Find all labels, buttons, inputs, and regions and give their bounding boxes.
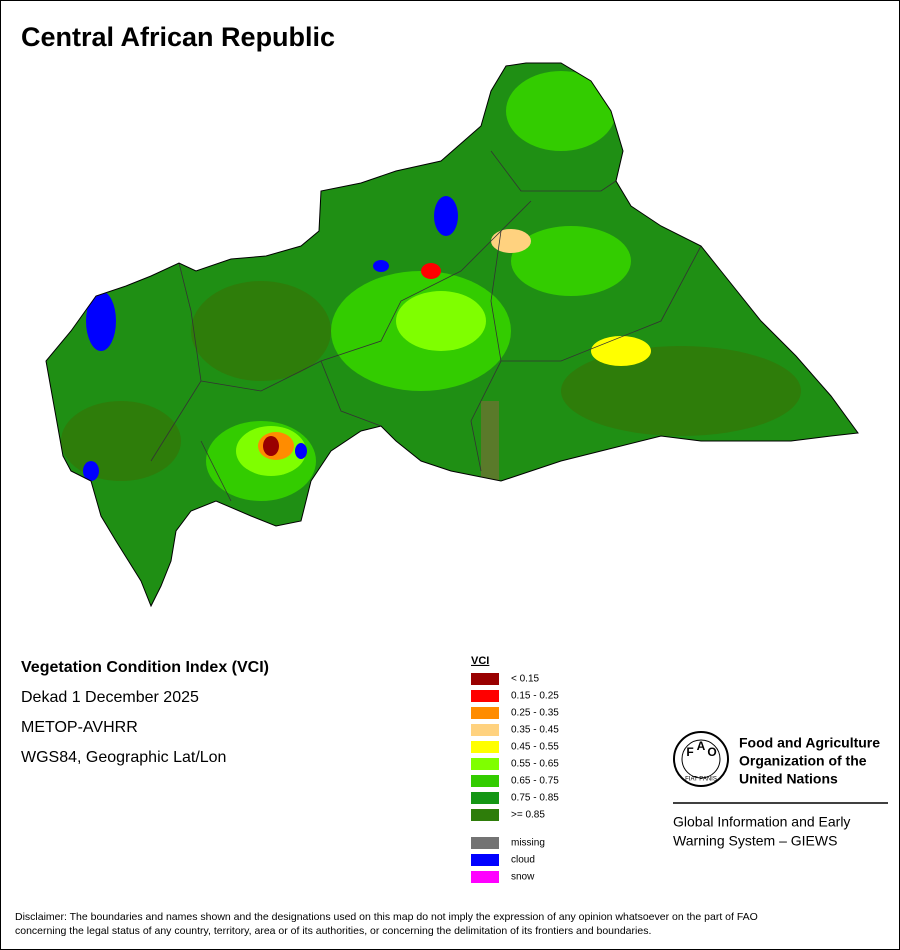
disclaimer: concerning the legal status of any count… [15,925,651,937]
info-line: Dekad 1 December 2025 [21,689,199,706]
legend-label: 0.45 - 0.55 [511,742,559,753]
legend-swatch [471,758,499,770]
legend-label: < 0.15 [511,674,540,685]
emblem-letter: A [697,739,706,753]
fao-logo: F A O FIAT PANIS Food and Agriculture Or… [673,731,888,849]
emblem-motto: FIAT PANIS [685,777,717,783]
map-title: Central African Republic [21,22,335,52]
legend-swatch [471,871,499,883]
country-map [45,62,859,608]
legend-swatch [471,837,499,849]
emblem-letter: F [686,745,693,759]
info-line: METOP-AVHRR [21,719,138,736]
org-name: Organization of the [739,753,867,769]
legend-label: 0.65 - 0.75 [511,776,559,787]
system-name: Warning System – GIEWS [673,833,837,849]
legend-label: 0.15 - 0.25 [511,691,559,702]
legend-label: missing [511,838,545,849]
info-line: WGS84, Geographic Lat/Lon [21,749,226,766]
legend-swatch [471,775,499,787]
legend: < 0.15 0.15 - 0.25 0.25 - 0.35 0.35 - 0.45 0… [471,673,559,883]
disclaimer: Disclaimer: The boundaries and names sho… [15,911,758,923]
legend-swatch [471,673,499,685]
system-name: Global Information and Early [673,814,850,830]
legend-title: VCI [471,655,489,667]
legend-swatch [471,724,499,736]
legend-label: 0.25 - 0.35 [511,708,559,719]
org-name: Food and Agriculture [739,735,880,751]
legend-swatch [471,707,499,719]
legend-swatch [471,690,499,702]
legend-swatch [471,809,499,821]
legend-swatch [471,792,499,804]
legend-label: 0.55 - 0.65 [511,759,559,770]
legend-swatch [471,854,499,866]
legend-label: cloud [511,855,535,866]
legend-label: 0.75 - 0.85 [511,793,559,804]
legend-label: 0.35 - 0.45 [511,725,559,736]
emblem-letter: O [707,745,716,759]
org-name: United Nations [739,771,838,787]
legend-swatch [471,741,499,753]
legend-label: snow [511,872,535,883]
info-line: Vegetation Condition Index (VCI) [21,659,269,676]
legend-label: >= 0.85 [511,810,545,821]
